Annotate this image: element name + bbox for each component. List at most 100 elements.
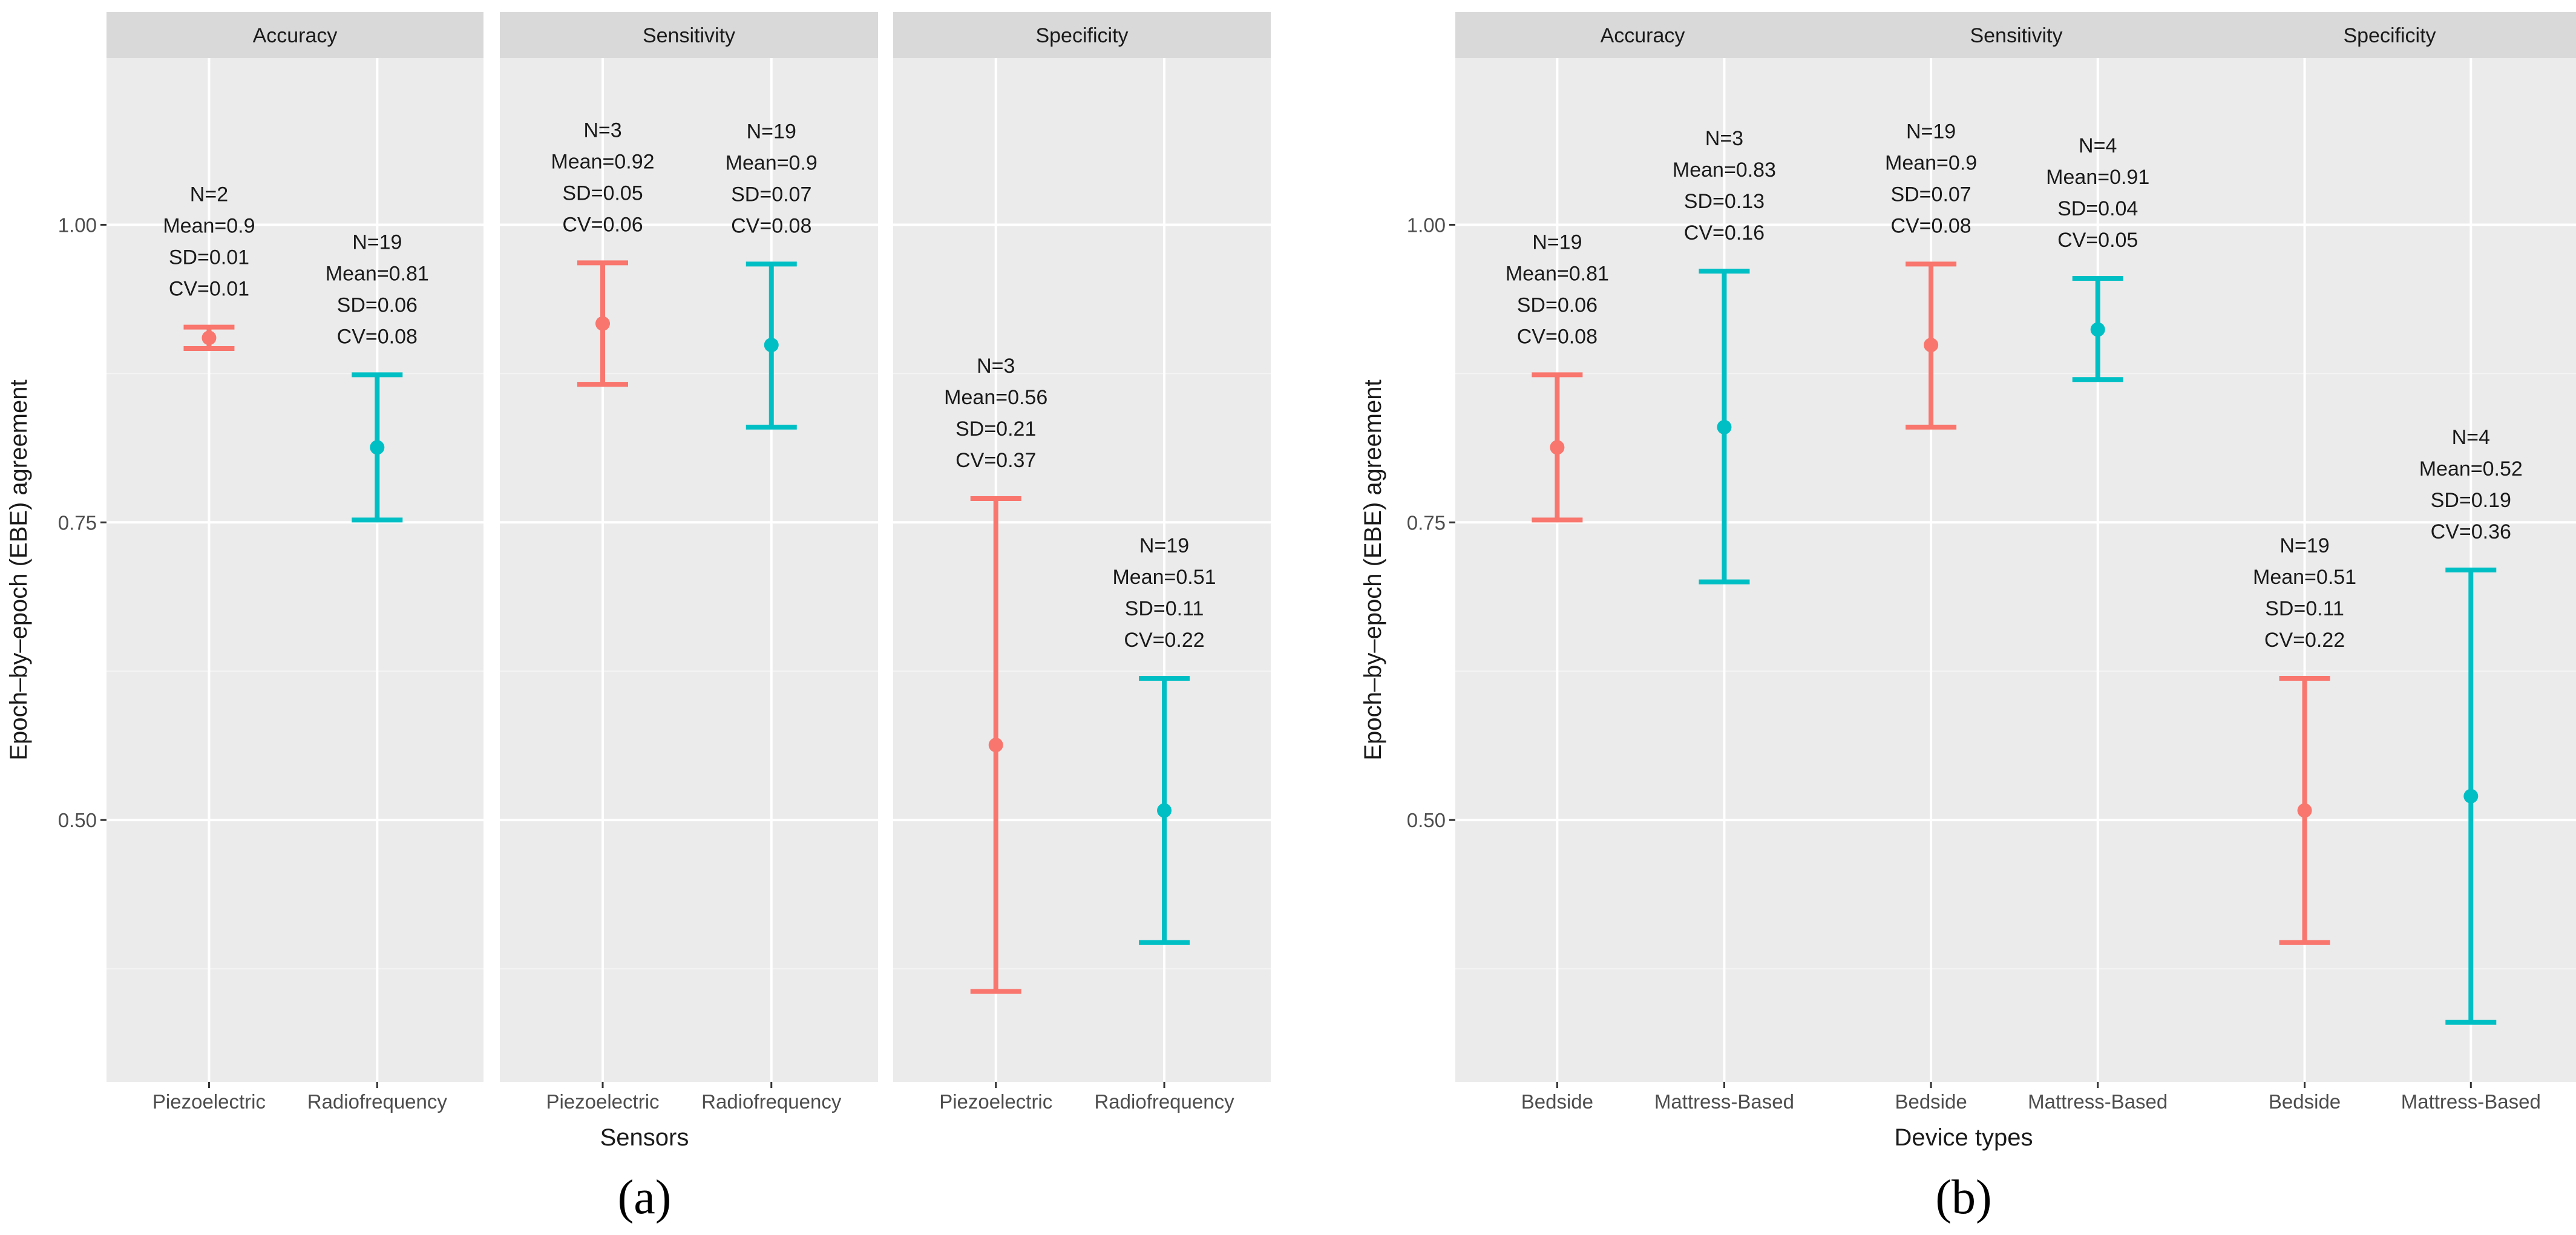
facet-strip-title: Accuracy [1601, 24, 1685, 47]
facet-strip-title: Specificity [1035, 24, 1128, 47]
data-label: N=19 [747, 120, 796, 143]
mean-point [2090, 322, 2105, 337]
data-label: N=19 [1906, 120, 1956, 143]
x-tick-label: Bedside [1521, 1090, 1593, 1113]
data-label: Mean=0.51 [1112, 566, 1216, 589]
data-label: CV=0.05 [2057, 229, 2138, 252]
panel-background [1455, 58, 1830, 1082]
x-tick-label: Mattress-Based [2028, 1090, 2168, 1113]
data-label: Mean=0.56 [944, 386, 1047, 409]
facet-strip [1455, 12, 1830, 58]
data-label: SD=0.07 [1890, 183, 1971, 206]
y-tick-label: 1.00 [1407, 214, 1446, 236]
y-tick-label: 1.00 [58, 214, 97, 236]
data-label: SD=0.01 [169, 246, 249, 269]
data-label: N=19 [1532, 231, 1582, 254]
chart-b: Accuracy Bedside Mattress-Based N=19 Mean=0.… [1360, 12, 2576, 1224]
data-label: N=3 [583, 119, 621, 142]
data-label: Mean=0.51 [2253, 566, 2356, 589]
x-tick-label: Mattress-Based [1654, 1090, 1794, 1113]
data-label: CV=0.08 [731, 214, 811, 237]
facet-panel-sensitivity: Sensitivity Piezoelectric Radiofrequency N=… [500, 12, 878, 1113]
data-label: Mean=0.91 [2046, 166, 2149, 189]
y-axis-title: Epoch–by–epoch (EBE) agreement [1360, 379, 1386, 760]
mean-point [2297, 803, 2312, 818]
x-axis-title: Device types [1895, 1124, 2033, 1151]
data-label: CV=0.22 [1124, 629, 1204, 652]
mean-point [370, 440, 385, 455]
x-tick-label: Mattress-Based [2401, 1090, 2541, 1113]
y-axis-title: Epoch–by–epoch (EBE) agreement [5, 379, 32, 760]
panel-background [500, 58, 878, 1082]
y-tick-label: 0.50 [58, 809, 97, 831]
data-label: SD=0.07 [731, 183, 811, 206]
x-tick-label: Radiofrequency [1094, 1090, 1234, 1113]
panel-background [1829, 58, 2203, 1082]
figure-label: (b) [1935, 1171, 1991, 1224]
mean-point [988, 738, 1003, 753]
data-label: Mean=0.81 [326, 262, 429, 285]
facet-panel-accuracy: Accuracy Bedside Mattress-Based N=19 Mean=0.… [1455, 12, 1830, 1113]
data-label: SD=0.11 [1125, 597, 1204, 620]
mean-point [2463, 788, 2479, 804]
data-label: CV=0.37 [955, 449, 1036, 472]
facet-panel-specificity: Specificity Bedside Mattress-Based N=19 Mean… [2203, 12, 2576, 1113]
data-label: N=3 [977, 355, 1015, 378]
data-label: SD=0.04 [2057, 197, 2138, 220]
data-label: N=4 [2452, 426, 2490, 449]
x-tick-label: Piezoelectric [152, 1090, 266, 1113]
data-label: N=4 [2079, 134, 2117, 157]
x-tick-label: Bedside [2269, 1090, 2341, 1113]
data-label: Mean=0.9 [726, 151, 818, 174]
data-label: CV=0.08 [1890, 214, 1971, 237]
mean-point [595, 316, 610, 331]
data-label: Mean=0.81 [1506, 262, 1609, 285]
data-label: CV=0.06 [562, 213, 643, 236]
data-label: SD=0.21 [955, 418, 1036, 441]
mean-point [1924, 338, 1939, 353]
y-tick-label: 0.75 [58, 511, 97, 534]
data-label: SD=0.19 [2431, 489, 2511, 512]
mean-point [202, 330, 217, 346]
data-label: N=19 [1139, 534, 1189, 557]
facet-strip [500, 12, 878, 58]
data-label: SD=0.13 [1684, 190, 1765, 213]
y-tick-label: 0.75 [1407, 511, 1446, 534]
facet-strip-title: Specificity [2343, 24, 2436, 47]
mean-point [1157, 803, 1172, 818]
data-label: Mean=0.83 [1673, 159, 1776, 182]
facet-strip-title: Accuracy [253, 24, 338, 47]
facet-strip-title: Sensitivity [1970, 24, 2062, 47]
panel-background [107, 58, 483, 1082]
x-tick-label: Radiofrequency [307, 1090, 448, 1113]
panel-background [893, 58, 1271, 1082]
data-label: Mean=0.92 [551, 150, 654, 173]
data-label: Mean=0.52 [2419, 457, 2523, 480]
facet-panel-sensitivity: Sensitivity Bedside Mattress-Based N=19 Mean… [1829, 12, 2203, 1113]
data-label: SD=0.11 [2265, 597, 2344, 620]
x-tick-label: Piezoelectric [939, 1090, 1052, 1113]
x-tick-label: Radiofrequency [701, 1090, 842, 1113]
facet-panel-accuracy: Accuracy Piezoelectric Radiofrequency N=2 Me… [107, 12, 483, 1113]
data-label: SD=0.06 [1517, 293, 1598, 316]
data-label: N=19 [352, 231, 402, 254]
x-tick-label: Bedside [1895, 1090, 1967, 1113]
mean-point [1717, 419, 1732, 434]
x-axis-title: Sensors [600, 1124, 689, 1151]
data-label: CV=0.16 [1684, 221, 1765, 244]
facet-strip [1829, 12, 2203, 58]
data-label: CV=0.08 [337, 325, 418, 348]
data-label: SD=0.06 [337, 293, 418, 316]
y-tick-label: 0.50 [1407, 809, 1446, 831]
data-label: Mean=0.9 [163, 215, 255, 238]
data-label: N=3 [1705, 127, 1743, 150]
facet-strip-title: Sensitivity [643, 24, 735, 47]
facet-strip [893, 12, 1271, 58]
data-label: CV=0.08 [1517, 325, 1598, 348]
data-label: N=19 [2279, 534, 2329, 557]
data-label: Mean=0.9 [1885, 151, 1977, 174]
mean-point [1550, 440, 1565, 455]
data-label: N=2 [190, 183, 228, 206]
facet-strip [2203, 12, 2576, 58]
